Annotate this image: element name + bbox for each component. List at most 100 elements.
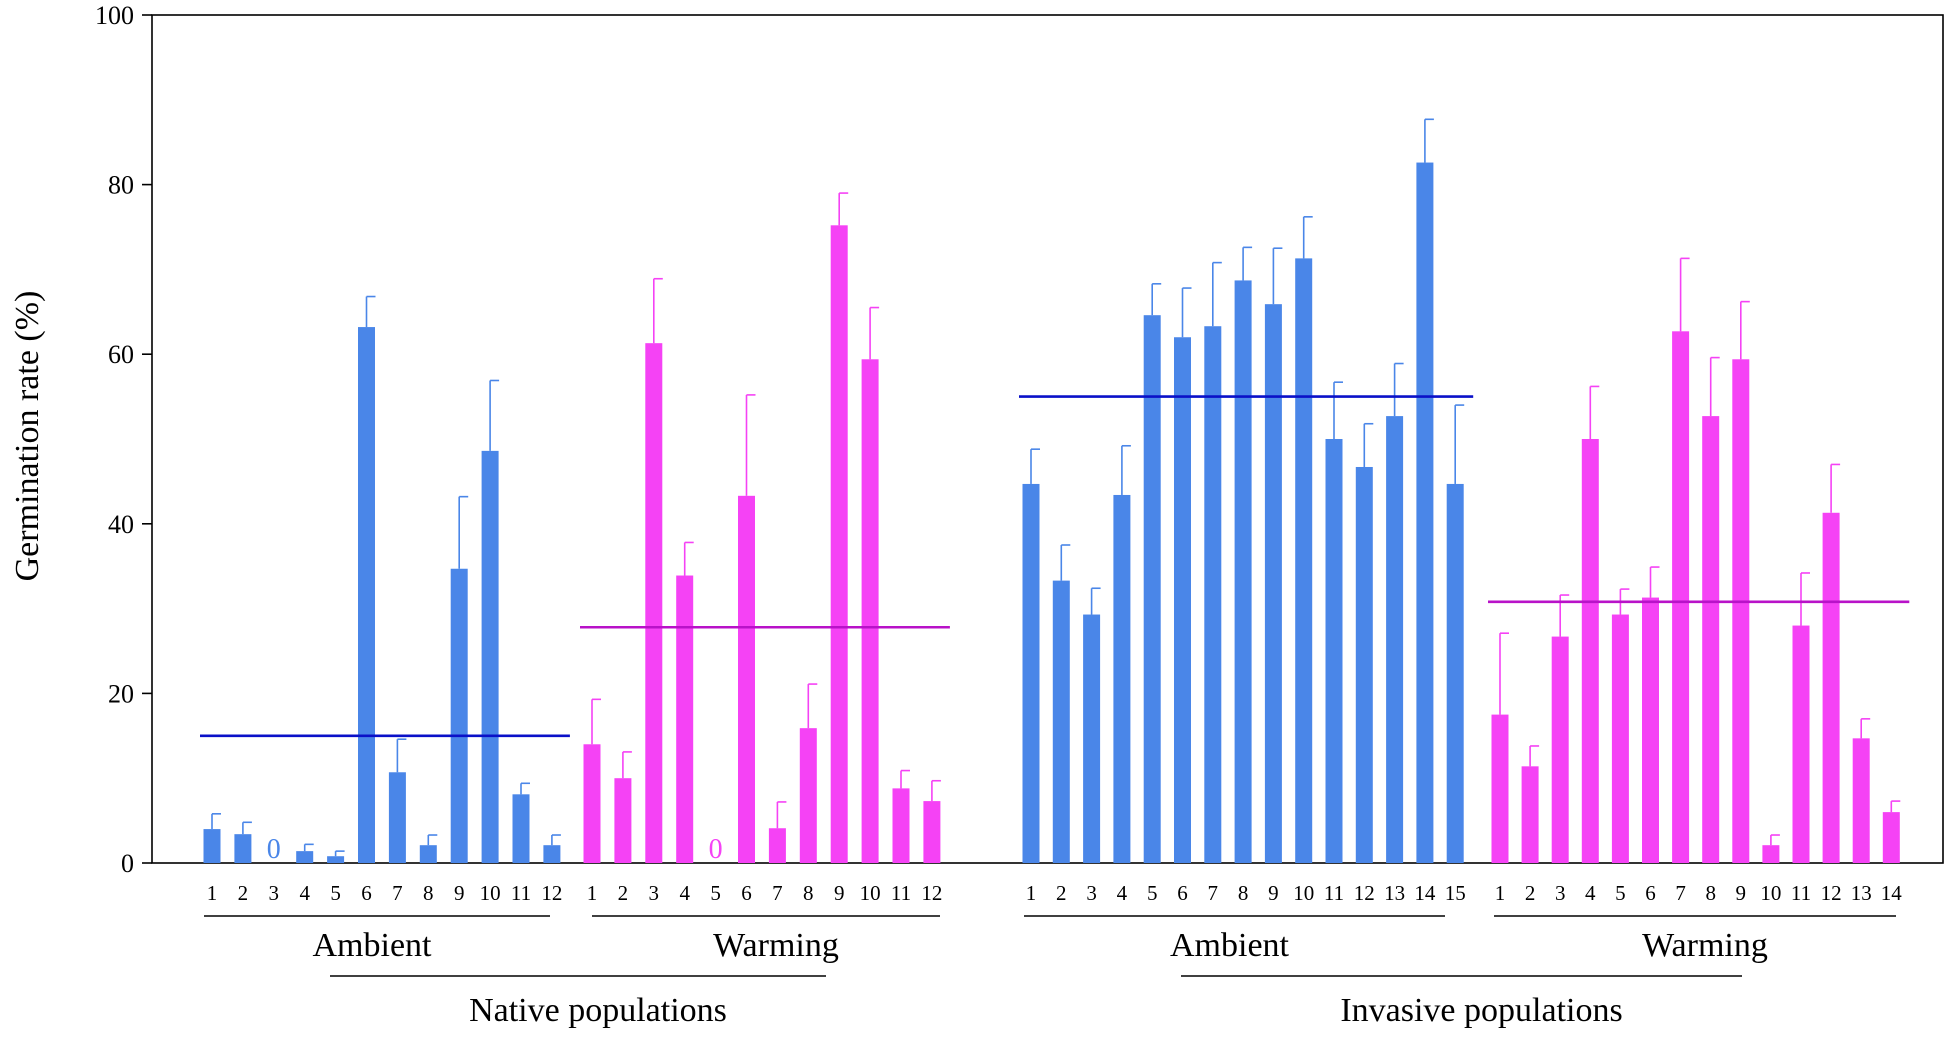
category-label: 1 bbox=[207, 881, 218, 905]
bar bbox=[1491, 714, 1509, 863]
category-label: 12 bbox=[921, 881, 942, 905]
category-label: 3 bbox=[269, 881, 280, 905]
category-label: 7 bbox=[772, 881, 783, 905]
category-label: 2 bbox=[238, 881, 249, 905]
category-label: 3 bbox=[1086, 881, 1097, 905]
bar bbox=[892, 788, 910, 863]
bar bbox=[1611, 614, 1629, 863]
bar bbox=[450, 568, 468, 863]
category-label: 2 bbox=[1056, 881, 1067, 905]
category-label: 7 bbox=[1208, 881, 1219, 905]
population-label: Invasive populations bbox=[1340, 992, 1622, 1029]
bar bbox=[645, 343, 663, 863]
category-label: 9 bbox=[1736, 881, 1747, 905]
category-label: 10 bbox=[1293, 881, 1314, 905]
category-label: 2 bbox=[618, 881, 629, 905]
category-label: 4 bbox=[1585, 881, 1596, 905]
category-label: 11 bbox=[1791, 881, 1811, 905]
bar bbox=[830, 225, 848, 863]
bar bbox=[1446, 483, 1464, 863]
bar bbox=[1113, 494, 1131, 863]
bar bbox=[738, 495, 755, 863]
y-tick-label: 40 bbox=[108, 510, 134, 539]
category-label: 12 bbox=[1354, 881, 1375, 905]
bar bbox=[327, 856, 345, 863]
bar bbox=[419, 845, 437, 863]
bar bbox=[1083, 614, 1101, 863]
y-tick-label: 60 bbox=[108, 340, 134, 369]
bar bbox=[1732, 359, 1750, 863]
bar bbox=[1143, 315, 1161, 863]
bar bbox=[1521, 766, 1539, 863]
category-label: 10 bbox=[1760, 881, 1781, 905]
bar bbox=[358, 327, 375, 864]
bar bbox=[861, 359, 879, 863]
category-label: 12 bbox=[541, 881, 562, 905]
bar bbox=[1672, 331, 1690, 864]
category-label: 6 bbox=[1177, 881, 1188, 905]
bar bbox=[481, 450, 499, 863]
category-label: 11 bbox=[1324, 881, 1344, 905]
y-tick-label: 80 bbox=[108, 171, 134, 200]
category-label: 3 bbox=[649, 881, 660, 905]
category-label: 9 bbox=[454, 881, 465, 905]
bar bbox=[768, 828, 786, 863]
bar bbox=[1762, 845, 1780, 863]
population-label: Native populations bbox=[469, 992, 727, 1029]
bar bbox=[1174, 337, 1191, 863]
zero-label: 0 bbox=[267, 834, 281, 865]
bar bbox=[1295, 258, 1313, 864]
category-label: 4 bbox=[1117, 881, 1128, 905]
category-label: 5 bbox=[330, 881, 341, 905]
category-label: 8 bbox=[423, 881, 434, 905]
treatment-label: Warming bbox=[1642, 927, 1768, 964]
bar bbox=[1822, 512, 1840, 863]
y-tick-label: 100 bbox=[95, 1, 134, 30]
category-label: 8 bbox=[803, 881, 814, 905]
zero-label: 0 bbox=[709, 834, 723, 865]
bar bbox=[234, 834, 252, 863]
category-label: 1 bbox=[1495, 881, 1506, 905]
category-label: 10 bbox=[480, 881, 501, 905]
bar bbox=[583, 744, 601, 863]
bar bbox=[1642, 597, 1659, 863]
bar bbox=[676, 575, 694, 863]
bar bbox=[799, 728, 817, 863]
plot-frame bbox=[151, 14, 1944, 864]
bar bbox=[1416, 162, 1434, 863]
category-label: 6 bbox=[741, 881, 752, 905]
bar bbox=[543, 845, 561, 863]
y-tick-label: 0 bbox=[121, 849, 134, 878]
category-label: 4 bbox=[679, 881, 690, 905]
bar bbox=[1052, 580, 1070, 863]
category-label: 5 bbox=[1147, 881, 1158, 905]
category-label: 13 bbox=[1384, 881, 1405, 905]
bar bbox=[512, 794, 530, 863]
category-label: 5 bbox=[1615, 881, 1626, 905]
bar bbox=[1882, 812, 1900, 863]
category-label: 6 bbox=[361, 881, 372, 905]
category-label: 12 bbox=[1821, 881, 1842, 905]
category-label: 8 bbox=[1705, 881, 1716, 905]
category-label: 2 bbox=[1525, 881, 1536, 905]
bar bbox=[1204, 326, 1222, 863]
bar bbox=[388, 772, 406, 863]
bar bbox=[614, 778, 632, 863]
category-label: 6 bbox=[1645, 881, 1656, 905]
bar bbox=[1702, 416, 1720, 863]
category-label: 15 bbox=[1445, 881, 1466, 905]
category-label: 7 bbox=[1675, 881, 1686, 905]
category-label: 3 bbox=[1555, 881, 1566, 905]
category-label: 1 bbox=[587, 881, 598, 905]
treatment-label: Warming bbox=[713, 927, 839, 964]
category-label: 9 bbox=[1268, 881, 1279, 905]
bar bbox=[1022, 483, 1040, 863]
category-label: 8 bbox=[1238, 881, 1249, 905]
category-label: 13 bbox=[1851, 881, 1872, 905]
bar bbox=[1792, 625, 1810, 863]
y-axis-title: Germination rate (%) bbox=[9, 291, 46, 582]
category-label: 1 bbox=[1026, 881, 1037, 905]
category-label: 10 bbox=[860, 881, 881, 905]
category-label: 14 bbox=[1414, 881, 1436, 905]
